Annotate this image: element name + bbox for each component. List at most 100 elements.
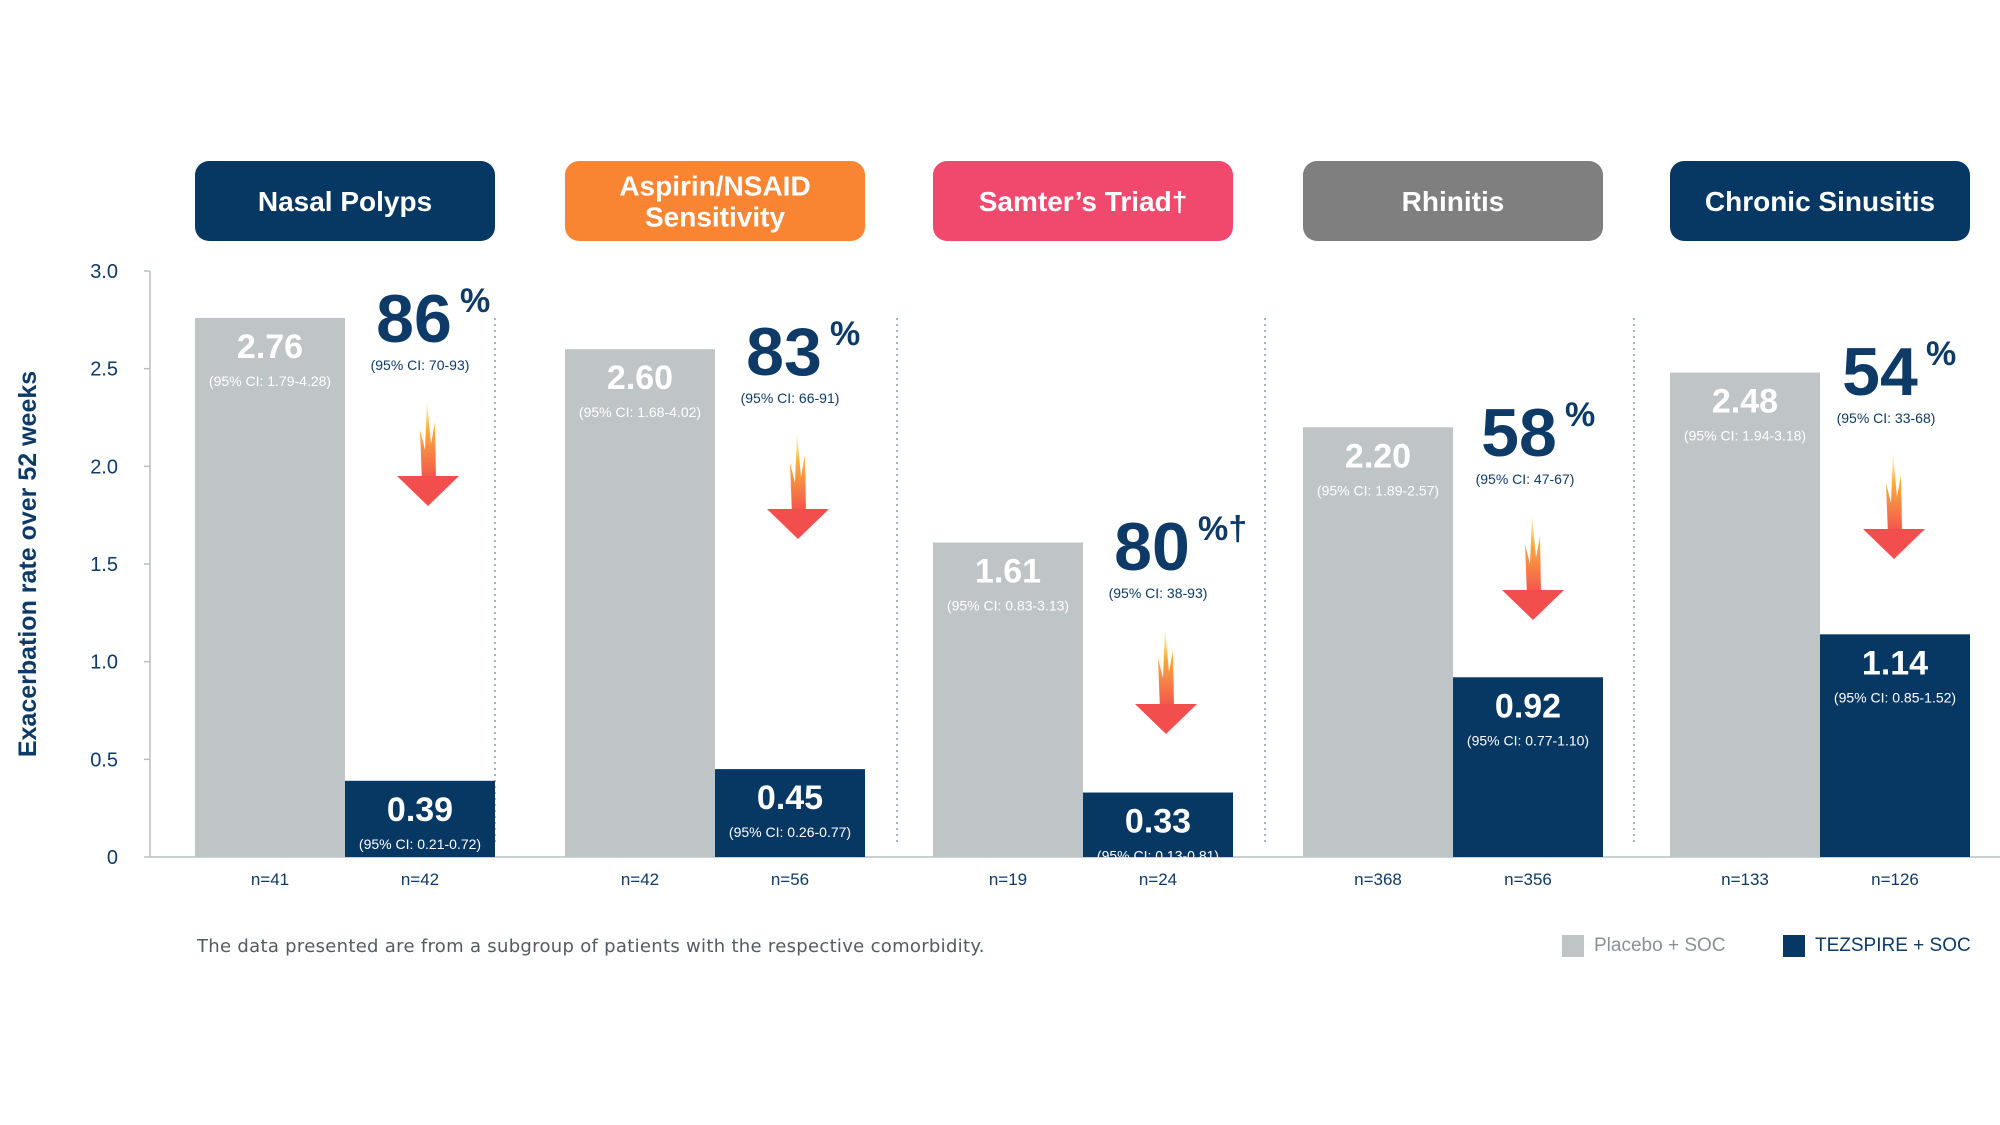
reduction-ci: (95% CI: 38-93)	[1109, 585, 1208, 601]
reduction-arrow-flame	[1158, 628, 1174, 710]
bar-tezspire-1	[715, 769, 865, 857]
legend-swatch-placebo	[1562, 935, 1584, 957]
legend-label-tezspire: TEZSPIRE + SOC	[1815, 935, 1971, 956]
y-axis: 0 0.5 1.0 1.5 2.0 2.5 3.0 Exacerbation rate ove…	[14, 261, 2000, 869]
bar-value-label: 1.14	[1862, 644, 1928, 682]
n-label: n=42	[621, 870, 659, 889]
bar-ci-label: (95% CI: 0.85-1.52)	[1834, 689, 1956, 705]
reduction-value: 58	[1481, 395, 1557, 471]
reduction-arrow-flame	[1886, 453, 1902, 535]
bar-tezspire-0	[345, 780, 495, 857]
y-tick-label: 1.0	[90, 652, 118, 674]
n-label: n=133	[1721, 870, 1769, 889]
n-label: n=24	[1139, 870, 1177, 889]
reduction-value: 86	[376, 281, 452, 357]
n-label: n=126	[1871, 870, 1919, 889]
header-3: Rhinitis	[1303, 161, 1603, 241]
reduction-arrow-flame	[1525, 514, 1541, 596]
bar-value-label: 0.33	[1125, 803, 1191, 841]
header-box	[1303, 161, 1603, 241]
y-tick-label: 1.5	[90, 554, 118, 576]
bar-value-label: 0.39	[387, 791, 453, 829]
y-tick-label: 0.5	[90, 749, 118, 771]
header-label: Nasal Polyps	[258, 186, 432, 217]
header-box	[195, 161, 495, 241]
bar-ci-label: (95% CI: 1.68-4.02)	[579, 404, 701, 420]
reduction-suffix: %	[1926, 335, 1956, 373]
footnote: The data presented are from a subgroup o…	[197, 936, 985, 957]
bar-placebo-3	[1303, 427, 1453, 857]
n-label: n=368	[1354, 870, 1402, 889]
bar-value-label: 1.61	[975, 553, 1041, 591]
reduction-ci: (95% CI: 33-68)	[1837, 410, 1936, 426]
header-label: Aspirin/NSAID	[619, 171, 810, 202]
legend-item-tezspire: TEZSPIRE + SOC	[1783, 935, 1971, 957]
n-label: n=356	[1504, 870, 1552, 889]
reduction-arrow-flame	[420, 400, 436, 482]
bar-tezspire-3	[1453, 677, 1603, 857]
header-box	[565, 161, 865, 241]
reduction-value: 54	[1842, 334, 1918, 410]
reduction-3: 58 % (95% CI: 47-67)	[1476, 395, 1595, 620]
reduction-arrow-head	[1135, 704, 1197, 734]
bar-value-label: 2.20	[1345, 437, 1411, 475]
bar-placebo-1	[565, 349, 715, 857]
reduction-suffix: %†	[1198, 510, 1247, 548]
y-tick-label: 0	[107, 847, 118, 869]
header-label: Samter’s Triad†	[979, 186, 1188, 217]
reduction-ci: (95% CI: 70-93)	[371, 357, 470, 373]
header-label: Chronic Sinusitis	[1705, 186, 1935, 217]
bar-value-label: 0.92	[1495, 687, 1561, 725]
header-0: Nasal Polyps	[195, 161, 495, 241]
bar-placebo-2	[933, 542, 1083, 857]
y-axis-title: Exacerbation rate over 52 weeks	[14, 371, 42, 757]
bar-labels: 2.76 (95% CI: 1.79-4.28) n=41 2.60 (95% CI: …	[209, 328, 1956, 889]
reduction-ci: (95% CI: 47-67)	[1476, 471, 1575, 487]
y-tick-label: 2.5	[90, 359, 118, 381]
reduction-1: 83 % (95% CI: 66-91)	[741, 314, 860, 539]
reduction-arrow-head	[1502, 590, 1564, 620]
bar-placebo-0	[195, 317, 345, 857]
header-2: Samter’s Triad†	[933, 161, 1233, 241]
reduction-value: 80	[1114, 509, 1190, 585]
bar-ci-label: (95% CI: 1.94-3.18)	[1684, 428, 1806, 444]
reduction-4: 54 % (95% CI: 33-68)	[1837, 334, 1956, 559]
reduction-value: 83	[746, 314, 822, 390]
bar-value-label: 2.48	[1712, 383, 1778, 421]
reduction-suffix: %	[460, 282, 490, 320]
legend-item-placebo: Placebo + SOC	[1562, 935, 1726, 957]
header-label: Sensitivity	[645, 202, 785, 233]
header-box	[1670, 161, 1970, 241]
y-tick-label: 2.0	[90, 456, 118, 478]
bar-value-label: 2.60	[607, 359, 673, 397]
n-label: n=41	[251, 870, 289, 889]
header-4: Chronic Sinusitis	[1670, 161, 1970, 241]
bar-value-label: 2.76	[237, 328, 303, 366]
bar-ci-label: (95% CI: 0.26-0.77)	[729, 824, 851, 840]
bar-tezspire-2	[1083, 792, 1233, 857]
legend-swatch-tezspire	[1783, 935, 1805, 957]
bar-ci-label: (95% CI: 0.83-3.13)	[947, 598, 1069, 614]
reduction-0: 86 % (95% CI: 70-93)	[371, 281, 490, 506]
y-tick-label: 3.0	[90, 261, 118, 283]
reduction-arrow-head	[397, 476, 459, 506]
reductions: 86 % (95% CI: 70-93) 83 % (95% CI: 66-91) 80 %†…	[371, 281, 1956, 734]
n-label: n=42	[401, 870, 439, 889]
header-box	[933, 161, 1233, 241]
reduction-suffix: %	[830, 315, 860, 353]
bar-ci-label: (95% CI: 0.13-0.81)	[1097, 848, 1219, 864]
header-label: Rhinitis	[1402, 186, 1505, 217]
bar-ci-label: (95% CI: 1.89-2.57)	[1317, 482, 1439, 498]
n-label: n=56	[771, 870, 809, 889]
n-label: n=19	[989, 870, 1027, 889]
bar-ci-label: (95% CI: 0.77-1.10)	[1467, 732, 1589, 748]
bar-value-label: 0.45	[757, 779, 823, 817]
reduction-2: 80 %† (95% CI: 38-93)	[1109, 509, 1247, 734]
reduction-arrow-head	[767, 509, 829, 539]
bar-tezspire-4	[1820, 634, 1970, 857]
reduction-arrow-head	[1863, 529, 1925, 559]
legend-label-placebo: Placebo + SOC	[1594, 935, 1726, 956]
